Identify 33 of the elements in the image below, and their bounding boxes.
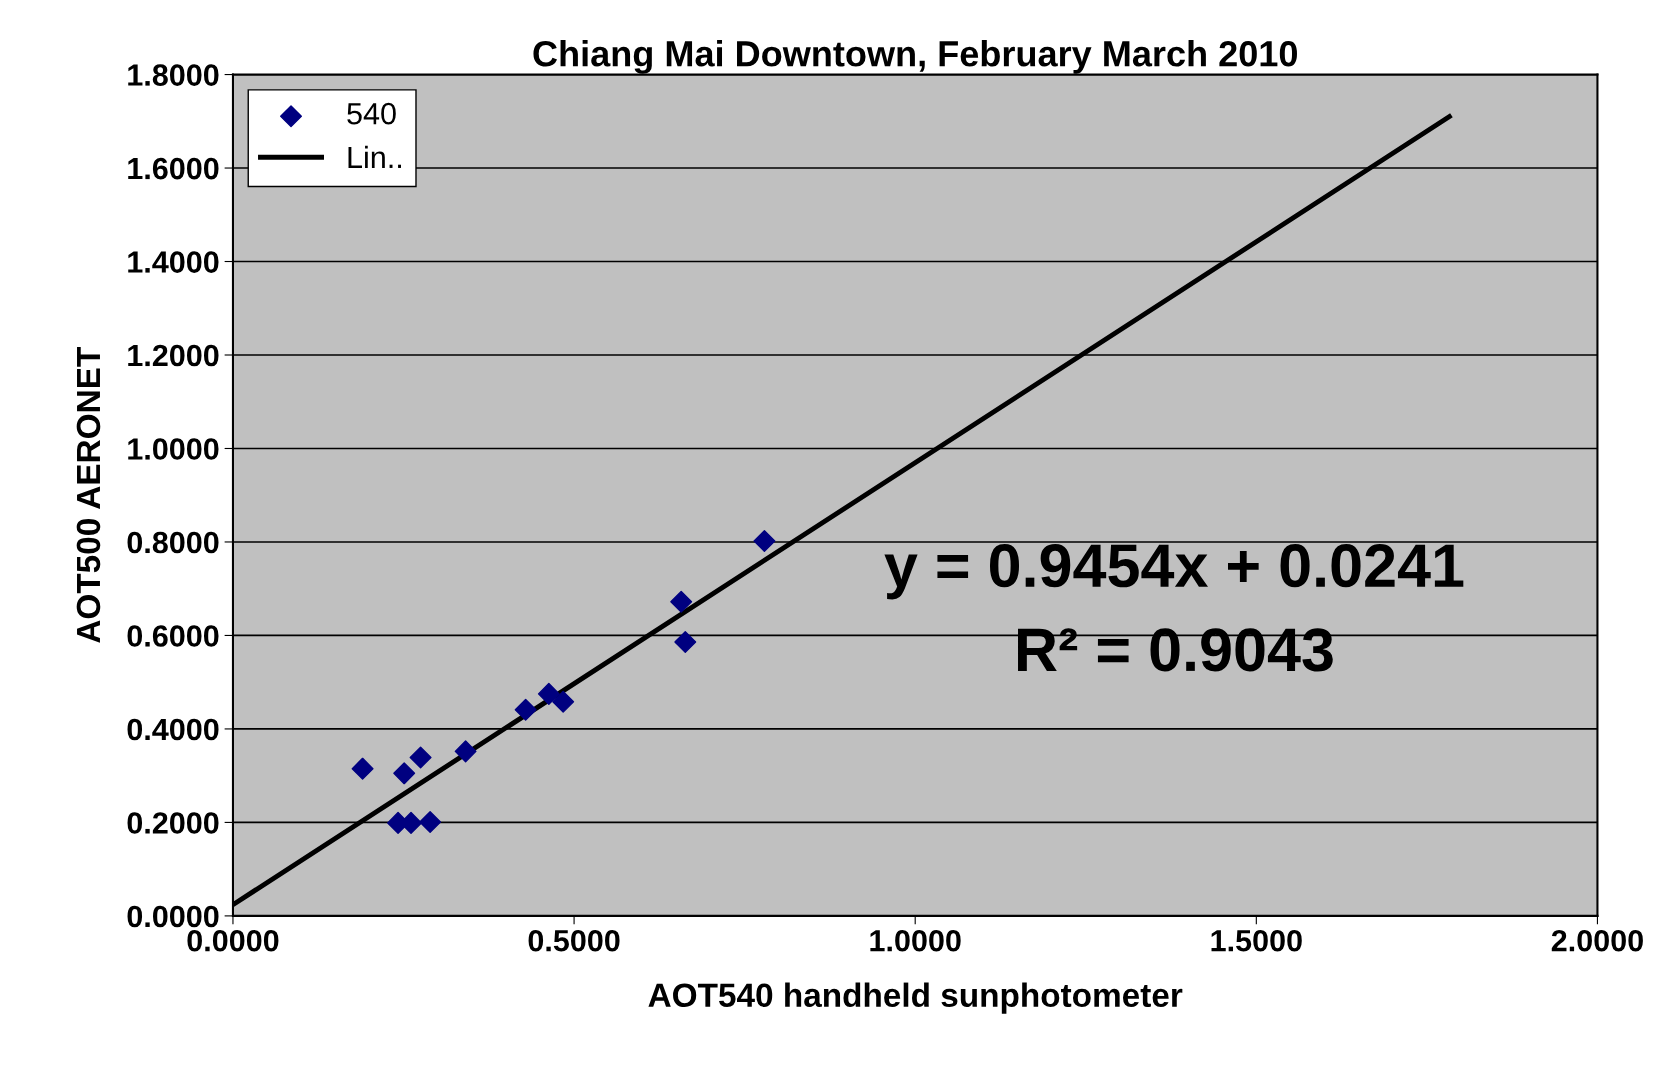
point — [674, 630, 697, 653]
chart-title: Chiang Mai Downtown, February March 2010 — [533, 40, 1297, 74]
y-tick-label: 0.2000 — [127, 812, 219, 834]
x-tick-label: 0.5000 — [528, 929, 620, 952]
y-tick-label: 1.8000 — [128, 64, 219, 86]
y-tick-label: 0.8000 — [127, 531, 219, 554]
annotation: y = 0.9454x + 0.0241 — [884, 544, 1464, 600]
x-tick-label: 1.5000 — [1211, 929, 1302, 952]
annotation: R² = 0.9043 — [1018, 628, 1333, 672]
x-tick-label: 1.0000 — [870, 929, 961, 952]
point — [454, 740, 477, 763]
x-tick-label: 0.0000 — [187, 929, 279, 952]
point — [351, 757, 374, 780]
y-tick-label: 0.6000 — [127, 625, 219, 647]
y-tick-label: 0.4000 — [127, 718, 219, 741]
point — [670, 590, 693, 613]
point — [409, 746, 432, 769]
point — [753, 530, 776, 553]
y-tick-label: 1.4000 — [128, 251, 219, 273]
y-tick-label: 0.0000 — [127, 905, 219, 928]
y-tick-label: 1.2000 — [128, 344, 219, 367]
y-tick-label: 1.0000 — [128, 438, 219, 460]
legend-label: Lin.. — [348, 145, 401, 168]
point — [537, 682, 560, 705]
x-axis-title: AOT540 handheld sunphotometer — [648, 982, 1183, 1014]
point — [419, 810, 442, 833]
x-tick-label: 2.0000 — [1551, 929, 1643, 952]
point — [393, 762, 416, 785]
y-axis-title: AOT500 AERONET — [76, 347, 101, 643]
point — [552, 690, 575, 713]
legend-label: 540 — [347, 102, 396, 125]
y-tick-label: 1.6000 — [128, 157, 219, 180]
point — [514, 698, 537, 721]
